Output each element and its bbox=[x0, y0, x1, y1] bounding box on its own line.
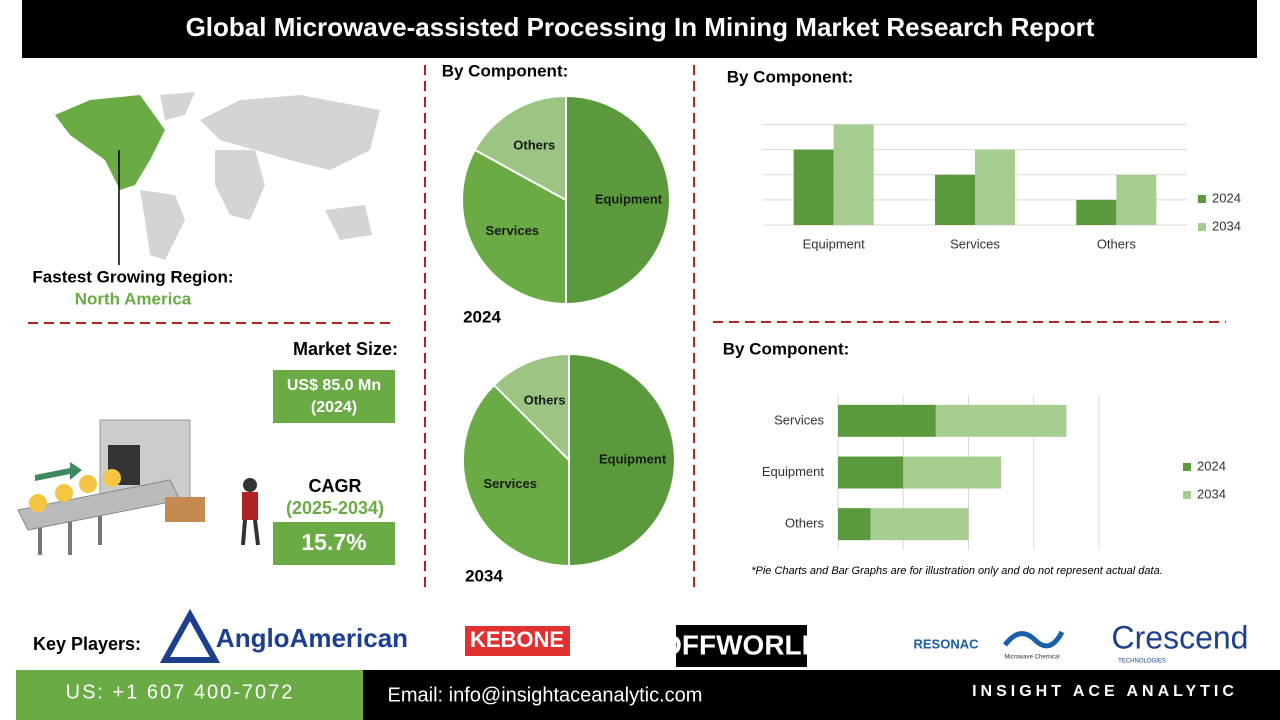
footer-bg bbox=[363, 670, 1280, 720]
bar bbox=[838, 456, 904, 489]
bar bbox=[935, 404, 1067, 437]
pie-year: 2024 bbox=[463, 307, 501, 326]
pie-slice bbox=[462, 383, 570, 568]
region-label: Fastest Growing Region: bbox=[32, 267, 233, 286]
legend-label: 2024 bbox=[1212, 190, 1241, 205]
pie-slice bbox=[473, 94, 567, 202]
logo-bg bbox=[676, 625, 807, 667]
slice-label: Services bbox=[486, 223, 540, 238]
legend-swatch bbox=[1198, 223, 1206, 231]
bar bbox=[903, 456, 1002, 489]
player-logo: RESONAC bbox=[913, 636, 979, 651]
market-year: (2024) bbox=[311, 399, 357, 416]
y-tick-label: Equipment bbox=[762, 464, 825, 479]
logo-bg bbox=[465, 626, 570, 656]
cagr-label: CAGR bbox=[309, 476, 362, 496]
bar bbox=[838, 404, 936, 437]
y-tick-label: Services bbox=[774, 412, 824, 427]
note: *Pie Charts and Bar Graphs are for illus… bbox=[751, 565, 1163, 577]
y-tick-label: Others bbox=[785, 516, 825, 531]
bar bbox=[870, 508, 969, 541]
legend-swatch bbox=[1183, 463, 1191, 471]
player-logo: OFFWORLD bbox=[660, 629, 822, 660]
footer-phone-bg bbox=[16, 670, 363, 720]
player-logo: Crescend bbox=[1112, 619, 1249, 655]
chart-title: By Component: bbox=[723, 339, 850, 358]
slice-label: Equipment bbox=[599, 451, 667, 466]
bar bbox=[1076, 199, 1117, 225]
chart-title: By Component: bbox=[727, 67, 854, 86]
bar bbox=[833, 124, 874, 225]
chart-title: By Component: bbox=[442, 61, 569, 80]
cagr-box bbox=[273, 522, 395, 565]
bar bbox=[975, 149, 1015, 225]
x-tick-label: Services bbox=[950, 236, 1000, 251]
pie-year: 2034 bbox=[465, 566, 503, 585]
players-label: Key Players: bbox=[33, 634, 141, 654]
cagr-value: 15.7% bbox=[301, 529, 366, 555]
slice-label: Others bbox=[513, 138, 555, 153]
machine-illustration bbox=[17, 419, 260, 555]
player-logo: KEBONE bbox=[470, 627, 564, 652]
logo-icon bbox=[159, 608, 221, 663]
header-title: Global Microwave-assisted Processing In … bbox=[186, 12, 1095, 42]
x-tick-label: Others bbox=[1097, 236, 1137, 251]
player-logo: TECHNOLOGIES bbox=[1118, 659, 1166, 665]
region-value: North America bbox=[75, 289, 192, 308]
legend-swatch bbox=[1198, 195, 1206, 203]
bar bbox=[793, 149, 834, 225]
legend-swatch bbox=[1183, 491, 1191, 499]
pie-slice bbox=[568, 352, 676, 568]
footer-email: Email: info@insightaceanalytic.com bbox=[388, 684, 703, 706]
pie-slice bbox=[461, 148, 567, 306]
player-logo: Microwave Chemical bbox=[1004, 655, 1059, 661]
slice-label: Equipment bbox=[595, 191, 663, 206]
legend-label: 2034 bbox=[1212, 218, 1241, 233]
legend-label: 2024 bbox=[1197, 458, 1226, 473]
footer-brand: INSIGHT ACE ANALYTIC bbox=[972, 683, 1238, 700]
slice-label: Others bbox=[524, 393, 566, 408]
legend-label: 2034 bbox=[1197, 486, 1226, 501]
pie-slice bbox=[492, 352, 570, 463]
header-bar bbox=[22, 0, 1257, 58]
slice-label: Services bbox=[483, 476, 537, 491]
market-box bbox=[273, 370, 395, 423]
world-map bbox=[55, 92, 380, 260]
player-logo: AngloAmerican bbox=[216, 623, 408, 653]
pie-slice bbox=[565, 94, 671, 306]
cagr-period: (2025-2034) bbox=[286, 498, 384, 518]
bar bbox=[935, 174, 975, 225]
x-tick-label: Equipment bbox=[803, 236, 866, 251]
footer-phone: US: +1 607 400-7072 bbox=[66, 681, 295, 703]
bar bbox=[838, 508, 871, 541]
market-label: Market Size: bbox=[293, 339, 398, 359]
market-value: US$ 85.0 Mn bbox=[287, 377, 381, 394]
logo-icon bbox=[1003, 630, 1065, 649]
bar bbox=[1116, 174, 1157, 225]
